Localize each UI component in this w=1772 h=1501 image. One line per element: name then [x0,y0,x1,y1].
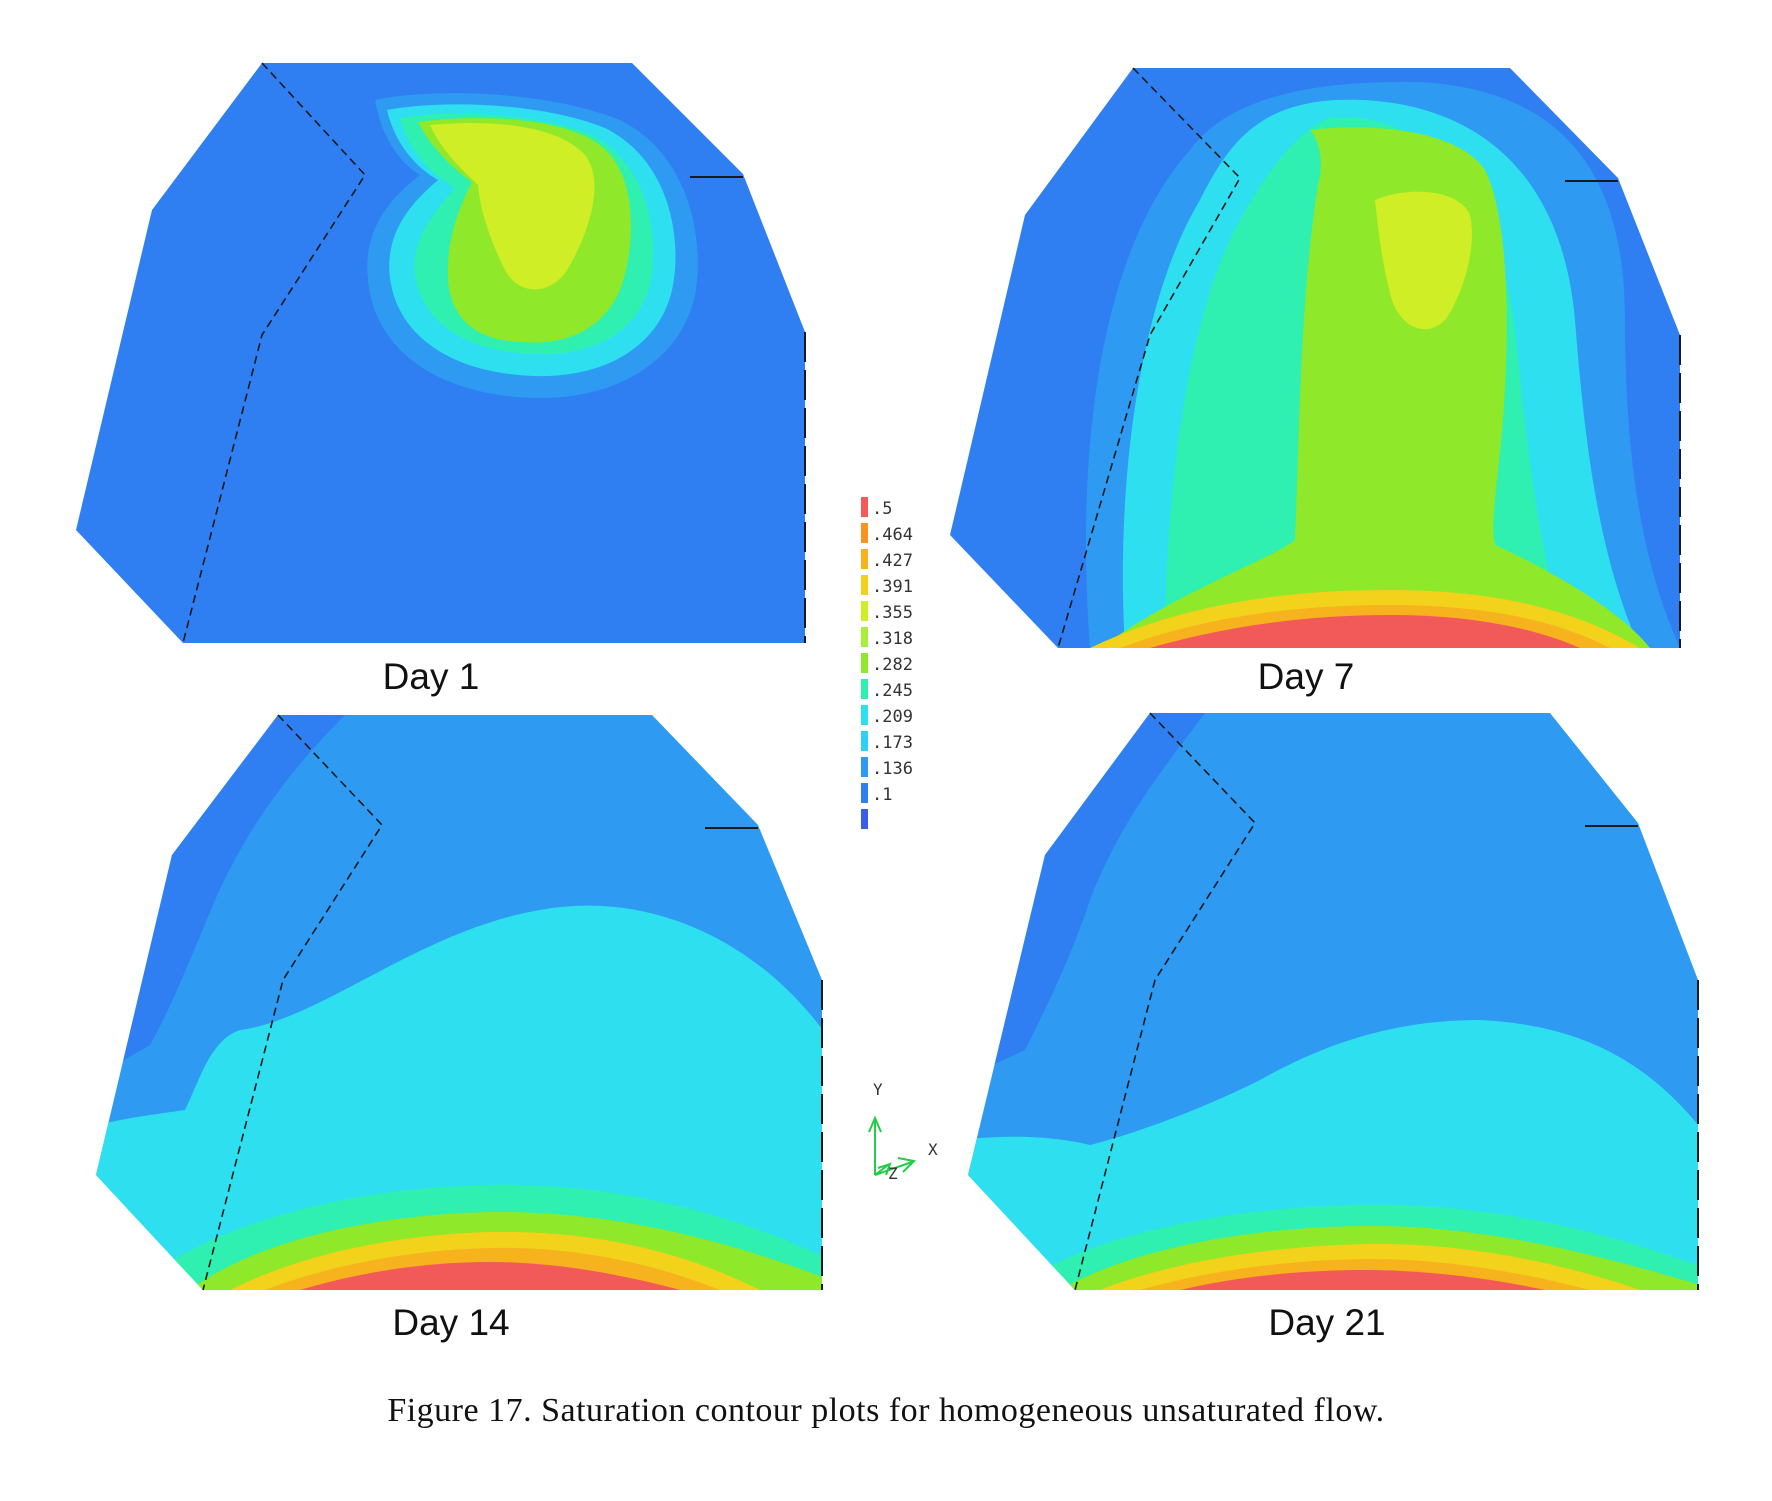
legend-label: .209 [872,707,913,727]
legend-swatch [861,731,868,751]
panel-4-dashed-edge [1074,712,1257,1291]
axis-label-y: Y [873,1080,883,1099]
legend-label: .391 [872,577,913,597]
panel-2-contour-red [1150,615,1580,648]
contour-panel-day-14 [96,714,823,1291]
panel-3-dashed-edge [202,714,384,1291]
axis-label-z: Z [888,1164,898,1183]
legend-label: .173 [872,733,913,753]
legend-swatch [861,601,868,621]
legend-swatch [861,523,868,543]
y-axis-arrow [868,1115,882,1175]
legend-swatch [861,549,868,569]
panel-2-dashed-edge [1057,67,1241,649]
panel-label-day-1: Day 1 [382,656,480,697]
legend-swatch [861,497,868,517]
legend-label: .1 [872,785,893,805]
panel-1-dashed-edge [182,62,367,644]
contour-panel-day-21 [968,712,1699,1291]
legend-label: .245 [872,681,913,701]
panel-2-contour-green [1100,127,1650,648]
legend-swatch [861,575,868,595]
legend-label: .355 [872,603,913,623]
contour-panel-day-1 [76,62,806,644]
legend-label: .136 [872,759,913,779]
panel-1-contour-yellow-green [430,122,595,290]
panel-4-contour-red [1180,1270,1545,1290]
panel-label-day-21: Day 21 [1268,1302,1386,1343]
legend-swatch [861,783,868,803]
panel-2-contour-yellow-green [1375,191,1472,330]
panel-label-day-7: Day 7 [1257,656,1355,697]
legend-label: .464 [872,525,913,545]
legend-label: .5 [872,499,893,519]
legend-color-bar [861,497,868,829]
legend-label: .282 [872,655,913,675]
legend-swatch [861,679,868,699]
axis-triad [868,1115,917,1176]
legend-swatch [861,627,868,647]
legend-swatch [861,809,868,829]
legend-swatch [861,757,868,777]
axis-label-x: X [928,1140,938,1159]
legend-label: .318 [872,629,913,649]
panel-3-contour-red [300,1262,680,1290]
legend-label: .427 [872,551,913,571]
x-axis-arrow [874,1157,917,1176]
legend-swatch [861,653,868,673]
panel-3-contour-cyan [96,905,822,1290]
figure-caption: Figure 17. Saturation contour plots for … [387,1392,1385,1429]
legend-swatch [861,705,868,725]
panel-label-day-14: Day 14 [392,1302,510,1343]
z-axis-arrow [874,1162,892,1176]
contour-panel-day-7 [950,67,1681,649]
